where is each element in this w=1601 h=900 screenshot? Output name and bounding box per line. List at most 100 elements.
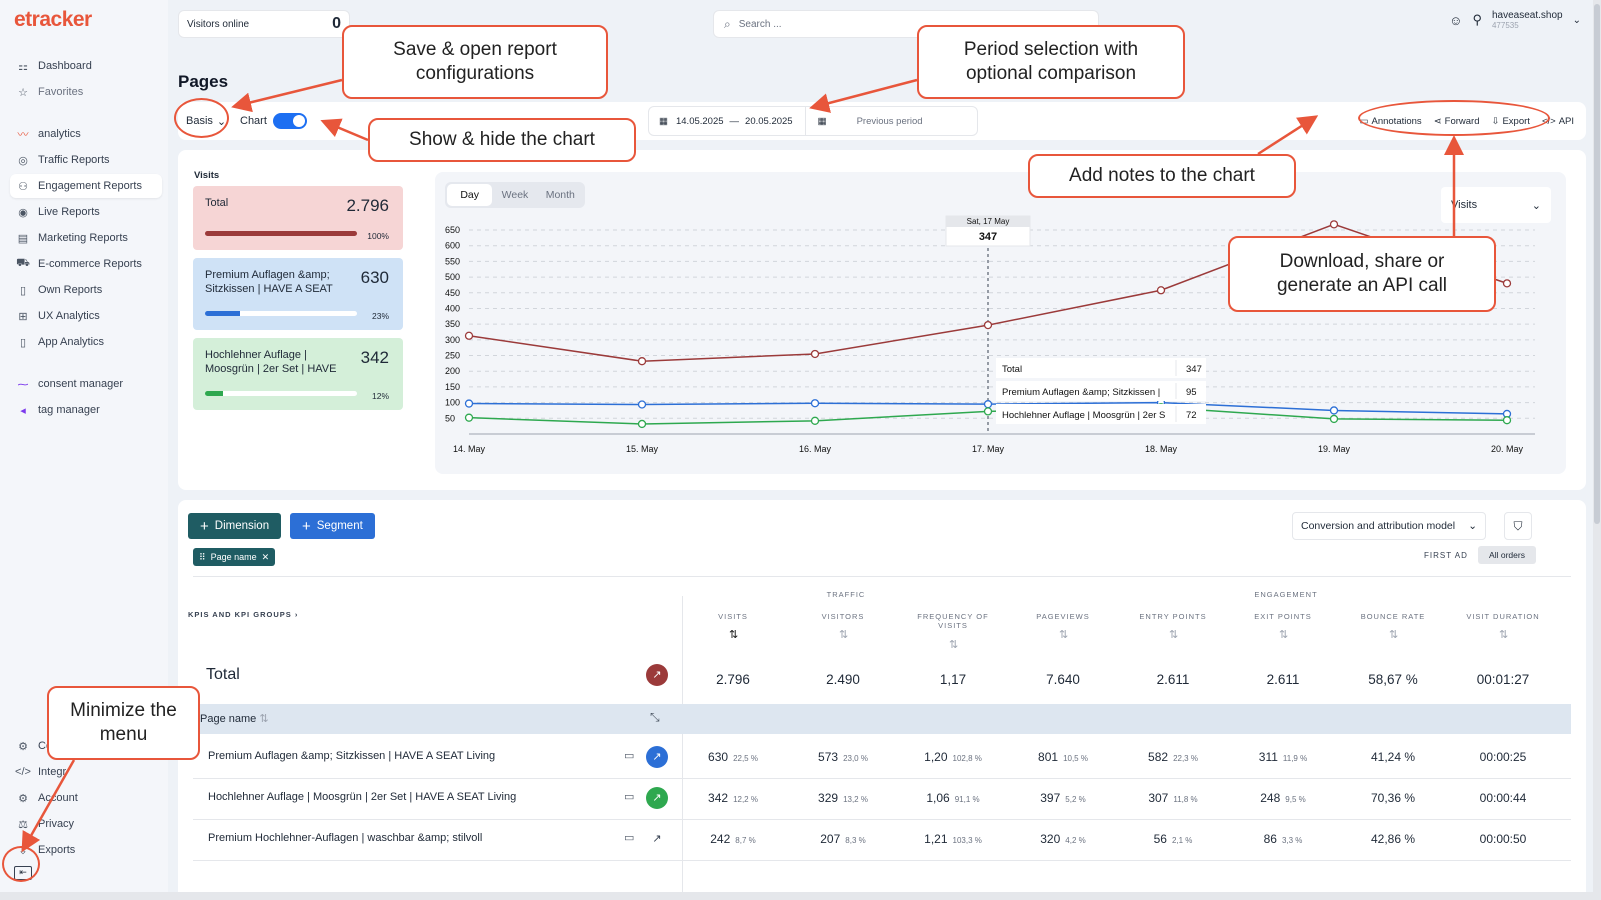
sidebar-item-label: Privacy [38,818,75,830]
sort-icon[interactable]: ⇅ [729,629,739,641]
total-trend-button[interactable]: ↗ [646,664,668,686]
table-row-name[interactable]: Hochlehner Auflage | Moosgrün | 2er Set … [208,791,517,803]
horizontal-scrollbar[interactable] [0,892,1601,900]
trend-button[interactable]: ↗ [646,787,668,809]
table-cell: 70,36 % [1343,791,1443,805]
sidebar-item-analytics[interactable]: 〰 analytics [10,122,162,146]
collapse-icon[interactable]: ⤡ [650,710,660,724]
cell-value: 00:00:50 [1479,832,1527,846]
drag-handle-icon[interactable]: ⠿ [199,551,206,562]
sort-icon[interactable]: ⇅ [1389,629,1399,641]
cell-share: 22,5 % [733,754,758,763]
device-icon[interactable]: ▭ [624,791,635,803]
period-selector[interactable]: ▦ 14.05.2025 — 20.05.2025 ▦ Previous per… [648,106,978,136]
column-header[interactable]: PAGEVIEWS [1036,612,1090,621]
table-row-name[interactable]: Premium Auflagen &amp; Sitzkissen | HAVE… [208,750,496,762]
close-icon[interactable]: ✕ [261,551,270,562]
add-segment-button[interactable]: + Segment [290,513,375,539]
account-menu[interactable]: ☺ ⚲ haveaseat.shop 477535 ⌄ [1449,10,1581,30]
y-tick-label: 250 [445,351,460,361]
x-tick-label: 20. May [1491,444,1524,454]
sidebar-item-marketing-reports[interactable]: ▤ Marketing Reports [10,226,162,250]
sidebar-item-account[interactable]: ⚙ Account [10,786,162,810]
star-icon: ☆ [18,86,28,99]
column-header[interactable]: ENTRY POINTS [1139,612,1207,621]
column-header[interactable]: EXIT POINTS [1254,612,1312,621]
table-row-name[interactable]: Premium Hochlehner-Auflagen | waschbar &… [208,832,483,844]
compare-period[interactable]: Previous period [856,115,923,127]
sidebar-item-consent-manager[interactable]: ⁓ consent manager [10,372,162,396]
granularity-week[interactable]: Week [501,189,529,201]
sidebar-item-ux-analytics[interactable]: ⊞ UX Analytics [10,304,162,328]
sidebar-item-engagement-reports[interactable]: ⚇ Engagement Reports [10,174,162,198]
marketing-icon: ▤ [17,232,29,245]
kpi-groups-link[interactable]: KPIS AND KPI GROUPS › [188,610,299,619]
filter-button[interactable]: ⛉ [1504,512,1532,540]
sidebar-item-favorites[interactable]: ☆ Favorites [10,80,162,104]
granularity-month[interactable]: Month [545,189,575,201]
kpi-card-total[interactable]: Total 2.796 100% [193,186,403,250]
kpi-card-hochlehner[interactable]: Hochlehner Auflage | Moosgrün | 2er Set … [193,338,403,410]
dimension-header[interactable]: Page name ⇅ [200,712,269,725]
sidebar-item-label: Live Reports [38,206,100,218]
column-header[interactable]: VISITORS [821,612,865,621]
first-ad-label[interactable]: FIRST AD [1424,551,1468,560]
total-cell: 2.611 [1266,672,1300,687]
sidebar-item-privacy[interactable]: ⚖ Privacy [10,812,162,836]
tooltip-row-bg [996,404,1206,424]
attribution-model-select[interactable]: Conversion and attribution model ⌄ [1292,512,1486,540]
smiley-icon[interactable]: ☺ [1449,12,1463,28]
trend-button[interactable]: ↗ [652,833,662,845]
vertical-divider [682,596,683,900]
vertical-scrollbar[interactable] [1593,0,1601,900]
sidebar-item-app-analytics[interactable]: ▯ App Analytics [10,330,162,354]
column-header[interactable]: FREQUENCY OF VISITS [917,612,989,630]
dimension-chip[interactable]: ⠿ Page name ✕ [193,548,276,566]
sidebar-item-own-reports[interactable]: ▯ Own Reports [10,278,162,302]
sidebar-item-tag-manager[interactable]: ◂ tag manager [10,398,162,422]
kpi-card-premium[interactable]: Premium Auflagen &amp; Sitzkissen | HAVE… [193,258,403,330]
column-header[interactable]: VISITS [718,612,748,621]
sort-icon[interactable]: ⇅ [1169,629,1179,641]
trend-button[interactable]: ↗ [646,746,668,768]
line-chart[interactable]: 50 100 150 200 250 300 350 400 450 500 550 600 650 14… [435,172,1566,474]
device-icon[interactable]: ▭ [624,750,635,762]
visitors-online-widget[interactable]: Visitors online 0 [178,10,350,38]
y-tick-label: 600 [445,241,460,251]
sidebar-item-e-commerce-reports[interactable]: ⛟ E-commerce Reports [10,252,162,276]
divider [804,106,806,136]
sort-icon[interactable]: ⇅ [839,629,849,641]
column-header[interactable]: VISIT DURATION [1466,612,1540,621]
compare-calendar-icon[interactable]: ▦ [817,115,827,127]
column-header[interactable]: BOUNCE RATE [1360,612,1426,621]
x-tick-label: 19. May [1318,444,1351,454]
data-point [464,331,474,340]
sort-icon[interactable]: ⇅ [949,639,959,651]
sort-icon[interactable]: ⇅ [1279,629,1289,641]
highlight-basis [174,98,229,138]
cell-share: 11,8 % [1173,795,1198,804]
sort-icon[interactable]: ⇅ [1059,629,1069,641]
sort-icon[interactable]: ⇅ [1499,629,1509,641]
add-dimension-button[interactable]: + Dimension [188,513,282,539]
metric-select[interactable]: Visits ⌄ [1441,187,1551,223]
cell-value: 242 [710,832,731,846]
all-orders-button[interactable]: All orders [1478,546,1536,564]
data-point [1329,220,1339,229]
device-icon[interactable]: ▭ [624,832,635,844]
sidebar-item-label: Engagement Reports [38,180,142,192]
y-tick-label: 200 [445,366,460,376]
etracker-logo[interactable]: etracker [14,8,92,31]
sidebar-item-live-reports[interactable]: ◉ Live Reports [10,200,162,224]
sidebar-item-dashboard[interactable]: ⚏ Dashboard [10,54,162,78]
sidebar-item-traffic-reports[interactable]: ◎ Traffic Reports [10,148,162,172]
chart-toggle[interactable] [272,113,307,129]
api-button[interactable]: </> API [1542,116,1574,127]
table-cell: 311 11,9 % [1233,750,1333,764]
granularity-day[interactable]: Day [447,184,493,206]
engagement-icon: ⚇ [18,180,28,193]
sort-icon[interactable]: ⇅ [259,713,269,725]
data-point [464,399,474,408]
dashboard-icon: ⚏ [18,60,28,73]
sidebar-item-integr[interactable]: </> Integr [10,760,162,784]
